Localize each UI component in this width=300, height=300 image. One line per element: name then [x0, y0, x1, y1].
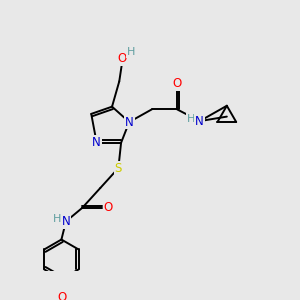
Text: H: H: [53, 214, 61, 224]
Text: N: N: [92, 136, 101, 149]
Text: N: N: [61, 215, 70, 228]
Text: H: H: [187, 114, 195, 124]
Text: O: O: [104, 201, 113, 214]
Text: N: N: [195, 115, 204, 128]
Text: O: O: [58, 291, 67, 300]
Text: S: S: [115, 162, 122, 175]
Text: N: N: [125, 116, 134, 128]
Text: O: O: [117, 52, 127, 65]
Text: O: O: [172, 77, 182, 90]
Text: H: H: [127, 47, 135, 57]
